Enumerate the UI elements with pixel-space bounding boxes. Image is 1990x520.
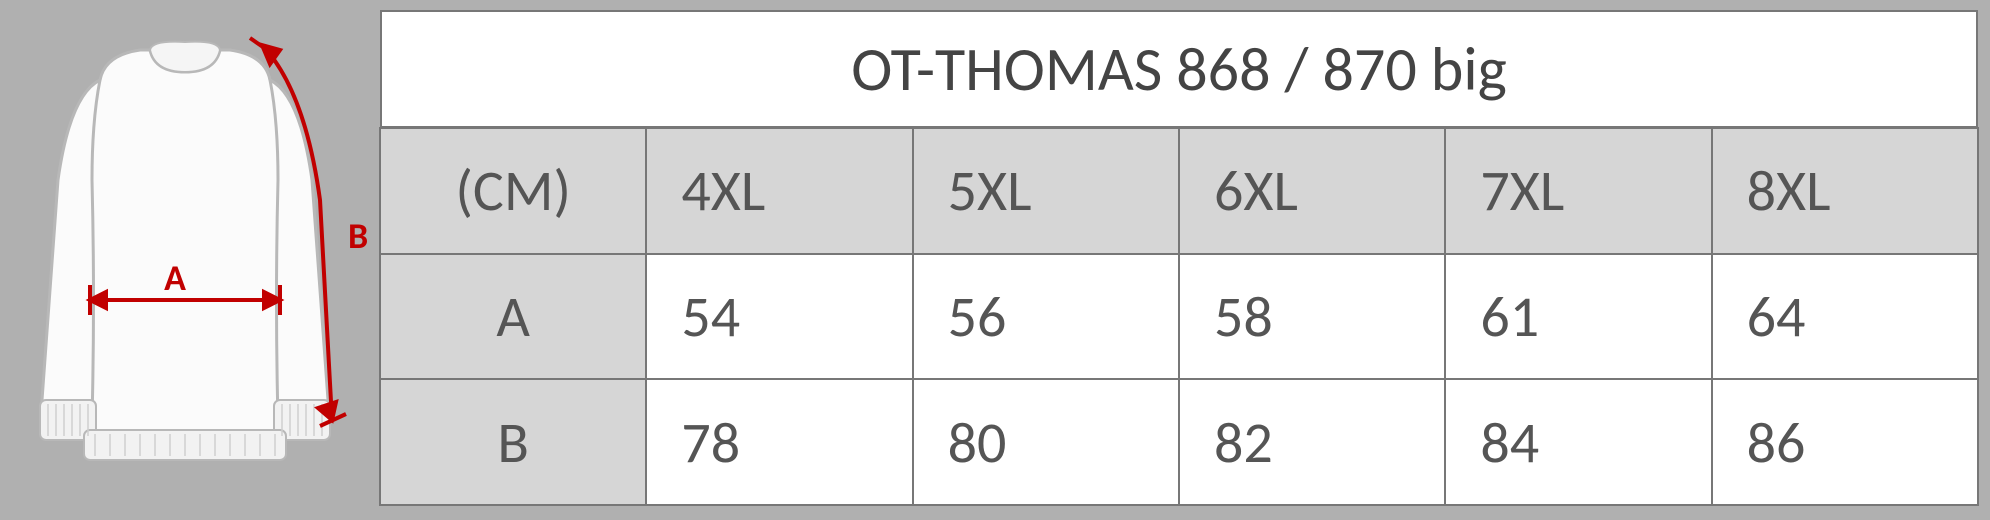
size-value: 64 bbox=[1711, 253, 1979, 381]
row-header: B bbox=[379, 378, 647, 506]
garment-diagram: A B bbox=[0, 0, 370, 515]
sweater-body bbox=[84, 50, 286, 445]
unit-header: (CM) bbox=[379, 127, 647, 255]
sweater-left-sleeve bbox=[42, 80, 100, 420]
size-value: 61 bbox=[1444, 253, 1712, 381]
size-value: 80 bbox=[912, 378, 1180, 506]
measure-b-label: B bbox=[348, 214, 368, 258]
size-value: 78 bbox=[645, 378, 913, 506]
size-value: 86 bbox=[1711, 378, 1979, 506]
size-header: 6XL bbox=[1178, 127, 1446, 255]
row-header: A bbox=[379, 253, 647, 381]
size-value: 54 bbox=[645, 253, 913, 381]
size-table: OT-THOMAS 868 / 870 big (CM)4XL5XL6XL7XL… bbox=[380, 10, 1978, 505]
table-title: OT-THOMAS 868 / 870 big bbox=[380, 10, 1978, 128]
size-grid: (CM)4XL5XL6XL7XL8XL A5456586164 B788082848… bbox=[380, 128, 1978, 505]
size-header: 5XL bbox=[912, 127, 1180, 255]
measure-a-label: A bbox=[164, 256, 186, 300]
size-header: 4XL bbox=[645, 127, 913, 255]
size-header: 7XL bbox=[1444, 127, 1712, 255]
size-value: 56 bbox=[912, 253, 1180, 381]
size-value: 82 bbox=[1178, 378, 1446, 506]
size-value: 84 bbox=[1444, 378, 1712, 506]
size-header: 8XL bbox=[1711, 127, 1979, 255]
size-value: 58 bbox=[1178, 253, 1446, 381]
sweater-svg: A B bbox=[0, 0, 370, 515]
sweater-right-sleeve bbox=[270, 80, 328, 420]
